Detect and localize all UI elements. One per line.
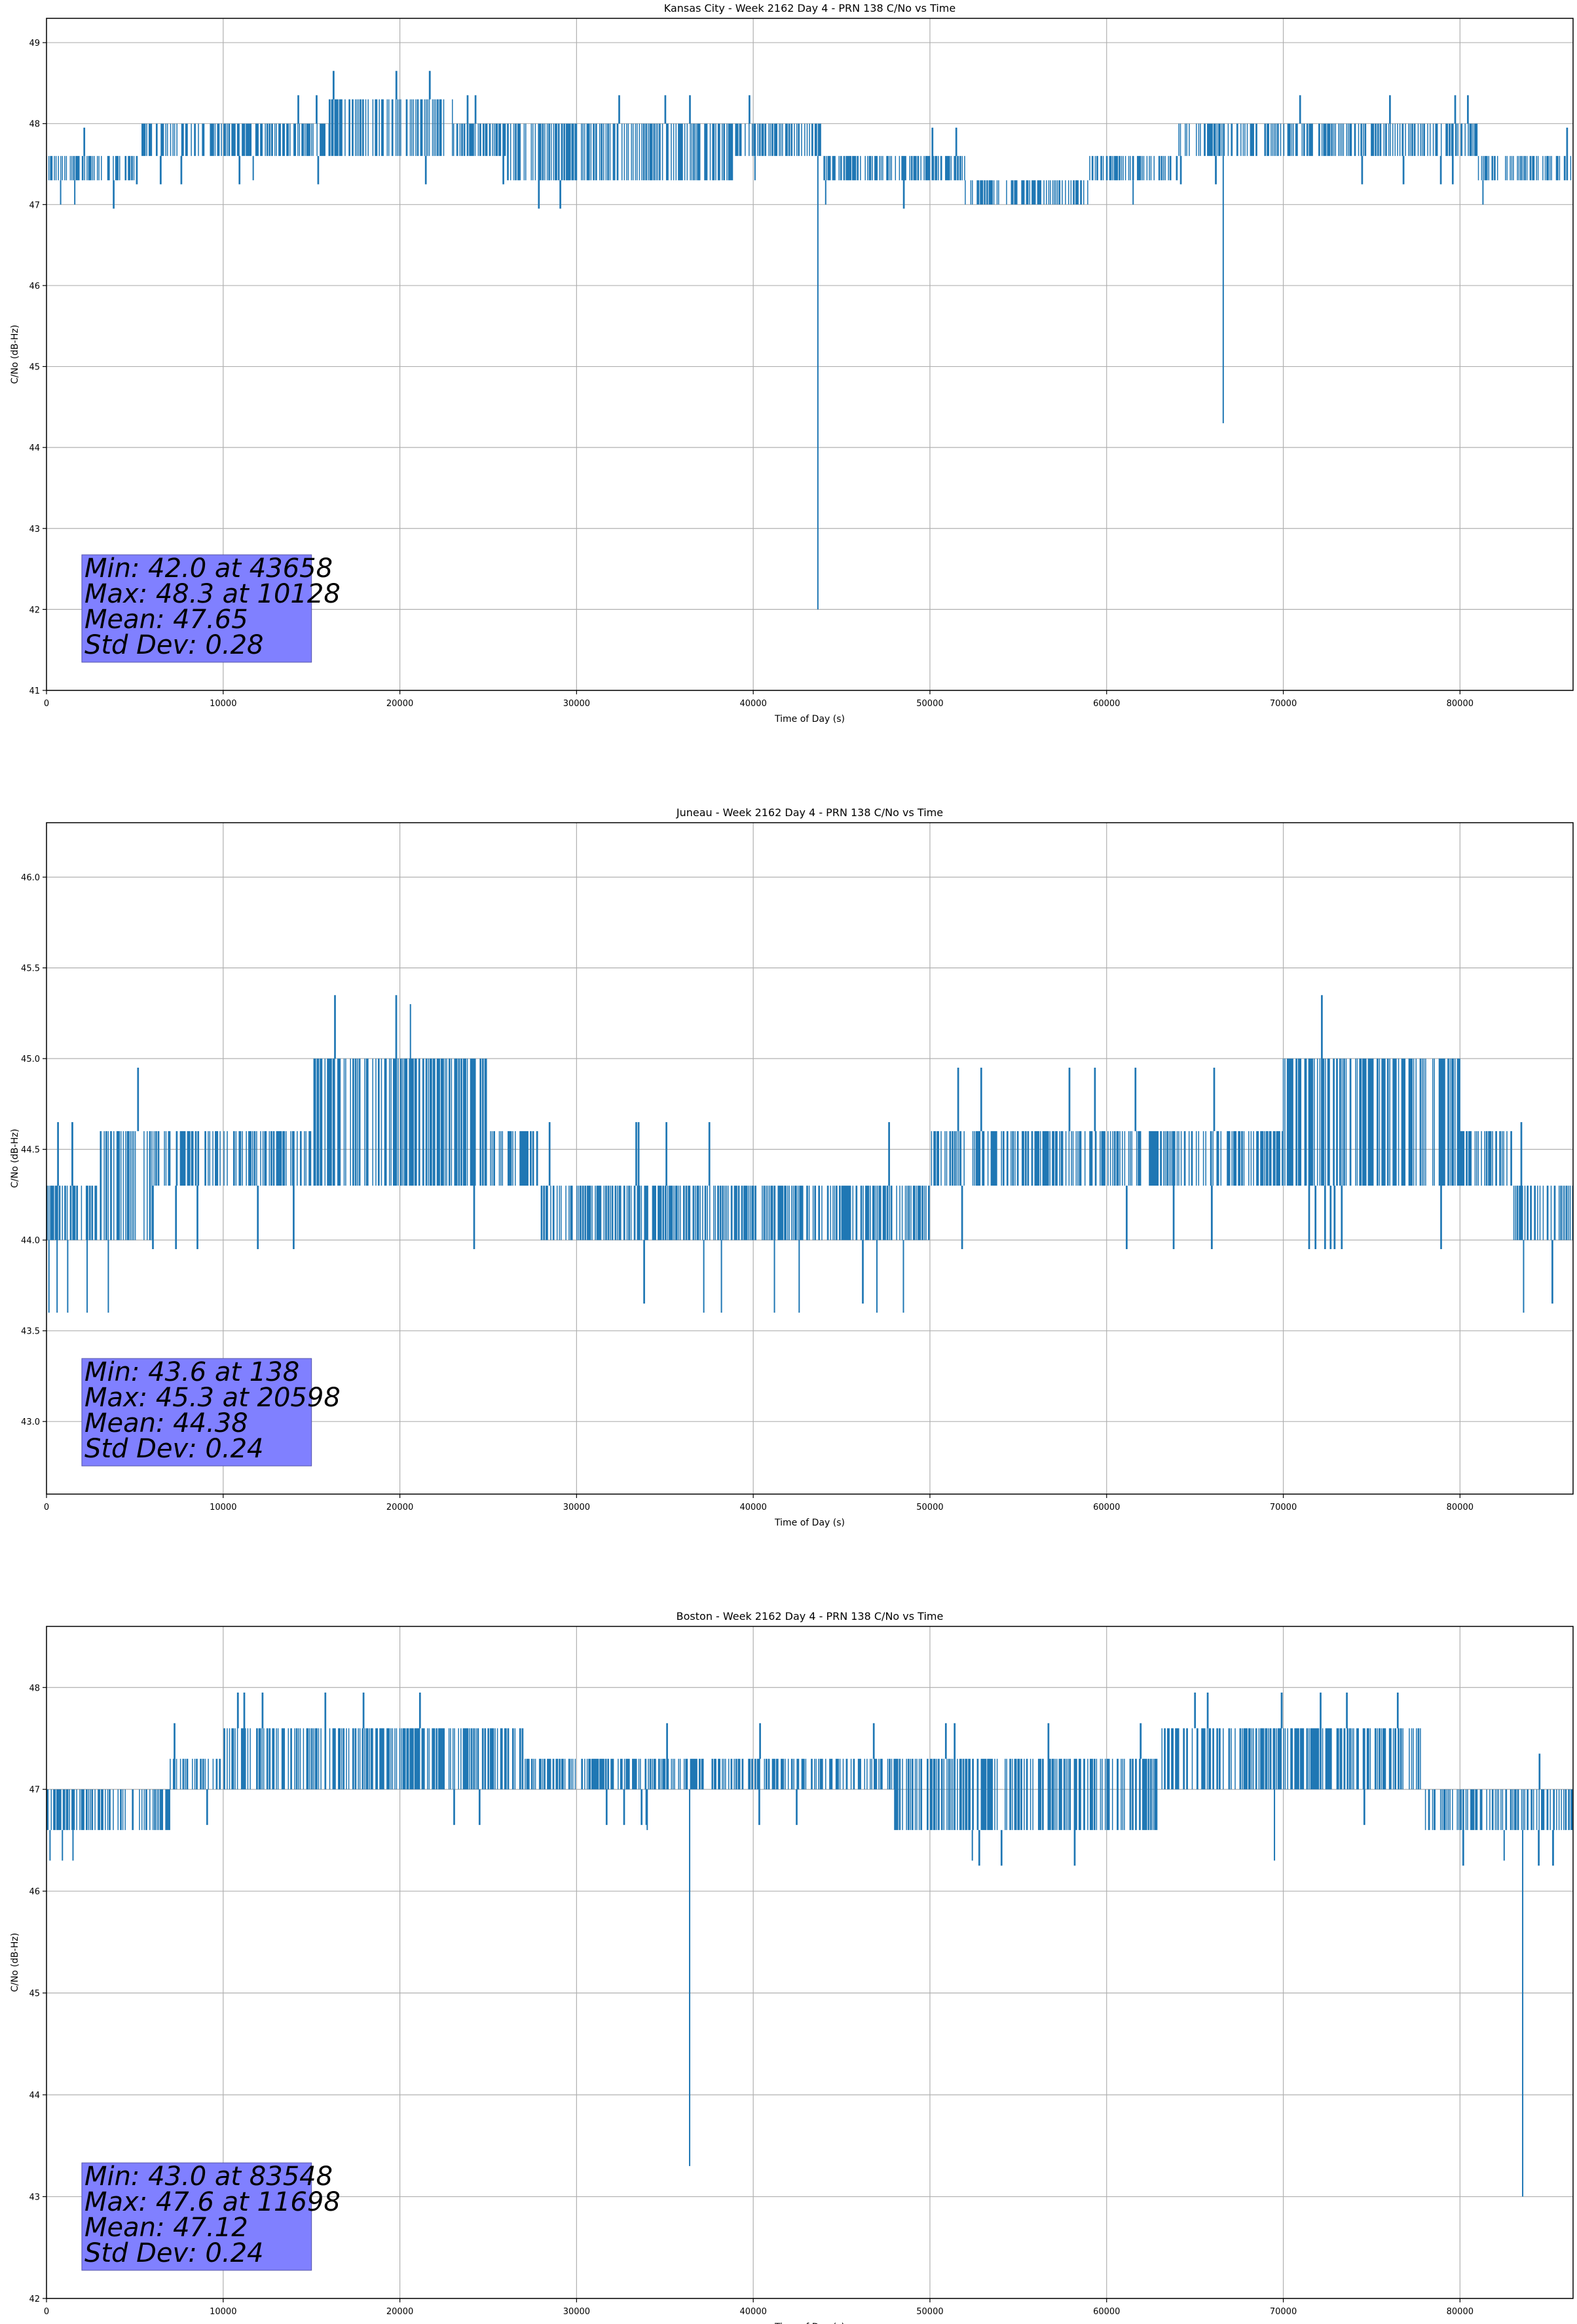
stats-max-text: Max: 45.3 at 20598 xyxy=(84,1383,341,1413)
stats-mean-text: Mean: 47.65 xyxy=(84,605,248,635)
y-tick-label: 43 xyxy=(29,525,40,534)
chart-title: Juneau - Week 2162 Day 4 - PRN 138 C/No … xyxy=(676,806,943,819)
plot-frame xyxy=(46,1626,1574,2299)
y-tick-label: 43.5 xyxy=(21,1327,40,1337)
stats-min-text: Min: 43.6 at 138 xyxy=(84,1357,299,1387)
y-tick-label: 47 xyxy=(29,1786,40,1795)
x-tick-label: 40000 xyxy=(739,2307,766,2317)
x-tick-label: 80000 xyxy=(1447,2307,1474,2317)
x-tick-label: 20000 xyxy=(386,2307,413,2317)
x-tick-label: 70000 xyxy=(1270,699,1297,709)
stats-std-text: Std Dev: 0.24 xyxy=(84,1434,264,1464)
x-tick-label: 20000 xyxy=(386,1503,413,1512)
stats-box xyxy=(81,1358,312,1467)
y-tick-label: 42 xyxy=(29,2295,40,2304)
y-tick-label: 47 xyxy=(29,200,40,210)
stats-min-text: Min: 43.0 at 83548 xyxy=(84,2162,333,2192)
x-tick-label: 0 xyxy=(44,2307,49,2317)
x-tick-label: 30000 xyxy=(563,2307,590,2317)
stats-box xyxy=(81,554,312,663)
x-tick-label: 80000 xyxy=(1447,699,1474,709)
x-tick-label: 80000 xyxy=(1447,1503,1474,1512)
chart-panel-3: 0 10000 20000 30000 40000 50000 60000 70000 8000… xyxy=(10,1610,1574,2324)
stats-std-text: Std Dev: 0.24 xyxy=(84,2238,264,2268)
x-tick-label: 50000 xyxy=(916,2307,943,2317)
chart-title: Boston - Week 2162 Day 4 - PRN 138 C/No … xyxy=(677,1610,944,1622)
y-tick-label: 42 xyxy=(29,605,40,615)
y-axis-label: C/No (dB-Hz) xyxy=(10,325,20,384)
x-tick-label: 70000 xyxy=(1270,1503,1297,1512)
x-tick-label: 10000 xyxy=(210,2307,236,2317)
x-tick-label: 50000 xyxy=(916,1503,943,1512)
y-tick-label: 48 xyxy=(29,1683,40,1693)
stats-min-text: Min: 42.0 at 43658 xyxy=(84,553,333,584)
x-tick-label: 60000 xyxy=(1093,1503,1120,1512)
x-tick-label: 30000 xyxy=(563,1503,590,1512)
x-tick-label: 0 xyxy=(44,699,49,709)
y-tick-label: 44 xyxy=(29,443,40,453)
y-tick-label: 41 xyxy=(29,686,40,696)
x-tick-label: 30000 xyxy=(563,699,590,709)
x-tick-label: 0 xyxy=(44,1503,49,1512)
stats-mean-text: Mean: 47.12 xyxy=(84,2213,248,2243)
x-tick-label: 20000 xyxy=(386,699,413,709)
x-tick-label: 40000 xyxy=(739,699,766,709)
y-tick-label: 45 xyxy=(29,363,40,373)
x-tick-label: 10000 xyxy=(210,1503,236,1512)
y-tick-label: 44.0 xyxy=(21,1236,40,1246)
y-axis-label: C/No (dB-Hz) xyxy=(10,1129,20,1188)
stats-box xyxy=(81,2162,312,2271)
stats-std-text: Std Dev: 0.28 xyxy=(84,630,264,660)
y-tick-label: 44.5 xyxy=(21,1146,40,1155)
x-axis-label: Time of Day (s) xyxy=(774,2322,845,2324)
stats-mean-text: Mean: 44.38 xyxy=(84,1408,248,1438)
y-tick-label: 49 xyxy=(29,39,40,48)
x-axis-label: Time of Day (s) xyxy=(774,1518,845,1528)
stats-max-text: Max: 47.6 at 11698 xyxy=(84,2187,341,2217)
x-tick-label: 60000 xyxy=(1093,2307,1120,2317)
chart-panel-2: 0 10000 20000 30000 40000 50000 60000 70000 8000… xyxy=(10,806,1574,1528)
x-tick-label: 60000 xyxy=(1093,699,1120,709)
y-tick-label: 44 xyxy=(29,2091,40,2101)
x-tick-label: 40000 xyxy=(739,1503,766,1512)
y-tick-label: 43.0 xyxy=(21,1417,40,1427)
x-tick-label: 50000 xyxy=(916,699,943,709)
x-tick-label: 70000 xyxy=(1270,2307,1297,2317)
y-tick-label: 45.0 xyxy=(21,1055,40,1064)
y-tick-label: 45 xyxy=(29,1989,40,1999)
y-tick-label: 45.5 xyxy=(21,964,40,974)
y-tick-label: 46 xyxy=(29,282,40,291)
y-tick-label: 46.0 xyxy=(21,873,40,883)
chart-title: Kansas City - Week 2162 Day 4 - PRN 138 … xyxy=(664,2,955,14)
plot-frame xyxy=(46,822,1574,1495)
stats-max-text: Max: 48.3 at 10128 xyxy=(84,579,341,609)
x-tick-label: 10000 xyxy=(210,699,236,709)
y-tick-label: 46 xyxy=(29,1887,40,1897)
y-tick-label: 48 xyxy=(29,120,40,130)
plot-frame xyxy=(46,18,1574,691)
x-axis-label: Time of Day (s) xyxy=(774,714,845,724)
y-tick-label: 43 xyxy=(29,2193,40,2203)
y-axis-label: C/No (dB-Hz) xyxy=(10,1933,20,1992)
